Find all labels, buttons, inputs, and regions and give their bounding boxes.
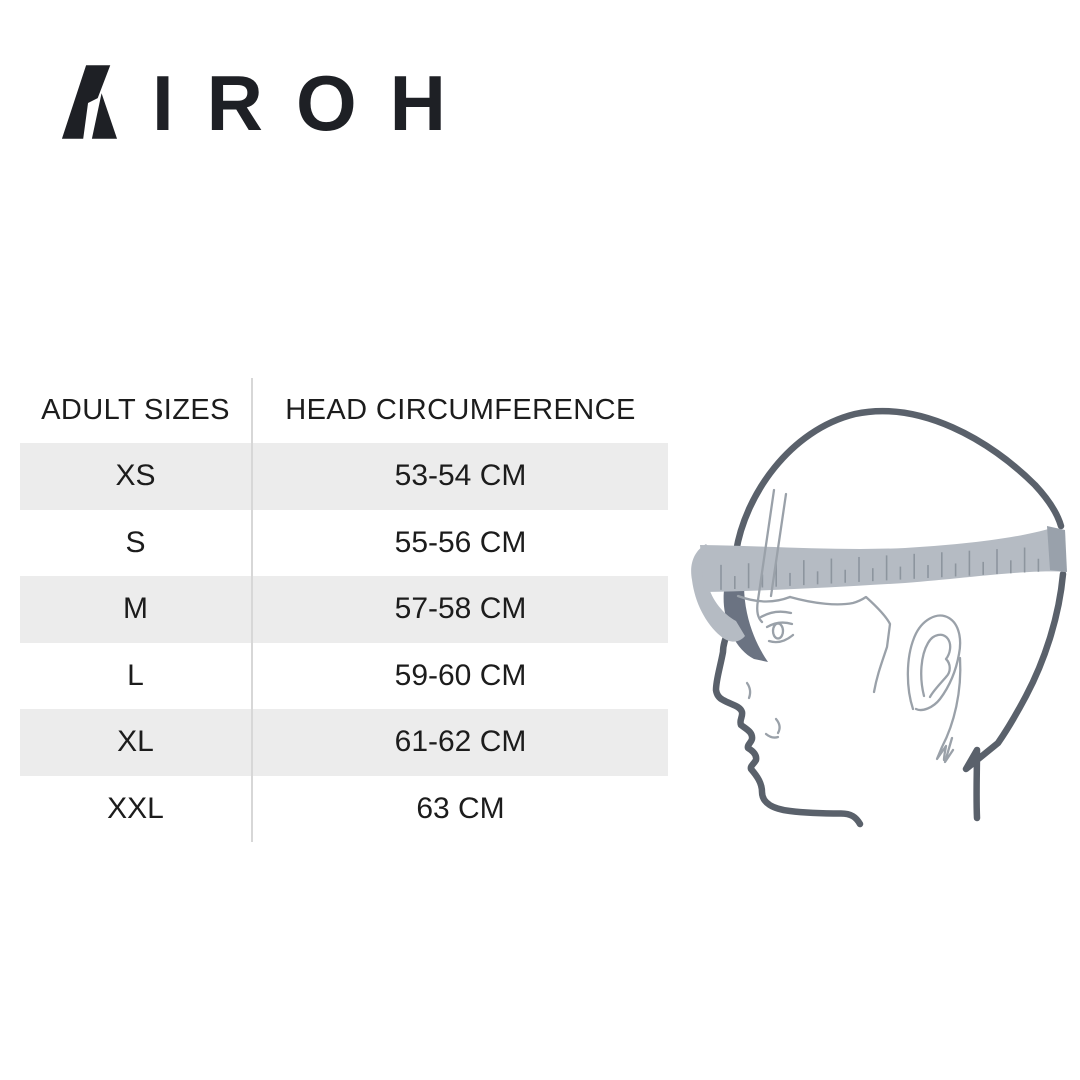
- circumference-cell: 59-60 CM: [394, 658, 527, 692]
- size-cell: M: [20, 576, 253, 643]
- face-detail-lines: [736, 488, 962, 764]
- table-row: XS 53-54 CM: [20, 443, 668, 510]
- head-outline: [712, 407, 1067, 828]
- header-cell-adult-sizes: ADULT SIZES: [20, 378, 253, 443]
- measuring-tape-band: [700, 528, 1066, 592]
- table-row: L 59-60 CM: [20, 642, 668, 709]
- table-body: XS 53-54 CM S 55-56 CM M 57-58 CM L 59-6…: [20, 443, 668, 842]
- size-cell: S: [20, 509, 253, 576]
- size-cell: XL: [20, 709, 253, 776]
- table-row: S 55-56 CM: [20, 509, 668, 576]
- header-cell-head-circumference: HEAD CIRCUMFERENCE: [285, 394, 636, 426]
- table-row: XL 61-62 CM: [20, 709, 668, 776]
- circumference-cell: 55-56 CM: [394, 525, 527, 559]
- tape-edge-cap: [1047, 526, 1067, 572]
- circumference-cell: 63 CM: [416, 791, 505, 825]
- size-cell: L: [20, 642, 253, 709]
- logo-text: IROH: [152, 59, 479, 147]
- table-row: M 57-58 CM: [20, 576, 668, 643]
- circumference-cell: 53-54 CM: [394, 459, 527, 493]
- airoh-a-icon: [61, 65, 118, 139]
- head-measurement-illustration: [691, 407, 1067, 828]
- size-cell: XS: [20, 443, 253, 510]
- table-header-row: ADULT SIZES HEAD CIRCUMFERENCE: [20, 378, 668, 443]
- table-row: XXL 63 CM: [20, 775, 668, 842]
- circumference-cell: 57-58 CM: [394, 592, 527, 626]
- circumference-cell: 61-62 CM: [394, 725, 527, 759]
- airoh-logo: IROH: [60, 59, 479, 147]
- size-table: ADULT SIZES HEAD CIRCUMFERENCE XS 53-54 …: [20, 378, 668, 842]
- size-cell: XXL: [20, 775, 253, 842]
